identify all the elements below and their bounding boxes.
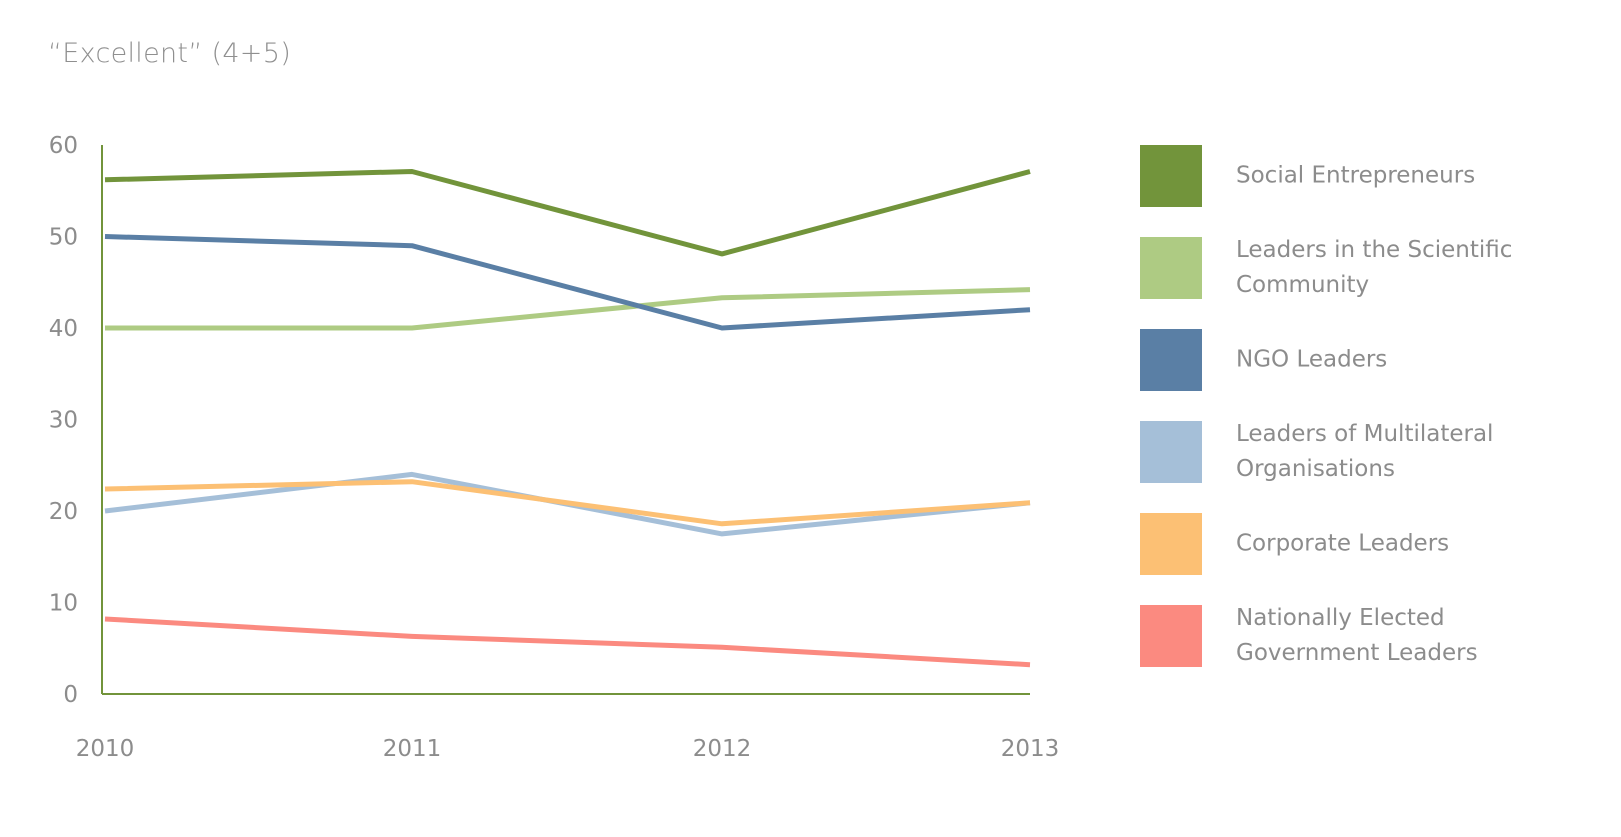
x-tick-label: 2011 xyxy=(383,736,442,762)
y-tick-label: 40 xyxy=(49,316,78,342)
legend-swatch xyxy=(1140,145,1202,207)
series-line xyxy=(104,169,1031,257)
y-tick-label: 0 xyxy=(63,682,78,708)
legend-item: Corporate Leaders xyxy=(1140,513,1600,575)
legend-item: NGO Leaders xyxy=(1140,329,1600,391)
legend-label: Nationally Elected Government Leaders xyxy=(1236,605,1478,666)
y-tick-label: 60 xyxy=(49,133,78,159)
axes xyxy=(101,145,1030,695)
series-line xyxy=(104,479,1031,527)
legend-item: Social Entrepreneurs xyxy=(1140,145,1600,207)
legend-swatch xyxy=(1140,605,1202,667)
series-line xyxy=(105,287,1031,331)
y-tick-label: 30 xyxy=(49,408,78,434)
legend-label: Social Entrepreneurs xyxy=(1236,162,1476,189)
series-lines xyxy=(104,169,1031,668)
chart-subtitle: “Excellent” (4+5) xyxy=(48,38,292,69)
x-tick-label: 2013 xyxy=(1001,736,1060,762)
legend-swatch xyxy=(1140,421,1202,483)
y-tick-label: 20 xyxy=(49,499,78,525)
x-axis-ticks: 2010 2011 2012 2013 xyxy=(76,736,1060,762)
legend-item: Leaders of Multilateral Organisations xyxy=(1140,421,1600,483)
y-axis-ticks: 0 10 20 30 40 50 60 xyxy=(49,133,78,708)
legend-swatch xyxy=(1140,329,1202,391)
legend-label: Leaders of Multilateral Organisations xyxy=(1236,421,1494,482)
legend-label: Leaders in the Scientific Community xyxy=(1236,237,1513,298)
x-tick-label: 2010 xyxy=(76,736,135,762)
legend-item: Leaders in the Scientific Community xyxy=(1140,237,1600,299)
legend-item: Nationally Elected Government Leaders xyxy=(1140,605,1600,667)
legend-swatch xyxy=(1140,513,1202,575)
legend-label: NGO Leaders xyxy=(1236,346,1388,373)
x-tick-label: 2012 xyxy=(693,736,752,762)
legend-swatch xyxy=(1140,237,1202,299)
series-line xyxy=(104,234,1031,331)
series-line xyxy=(104,616,1031,668)
legend-label: Corporate Leaders xyxy=(1236,530,1450,557)
y-tick-label: 10 xyxy=(49,591,78,617)
y-tick-label: 50 xyxy=(49,225,78,251)
